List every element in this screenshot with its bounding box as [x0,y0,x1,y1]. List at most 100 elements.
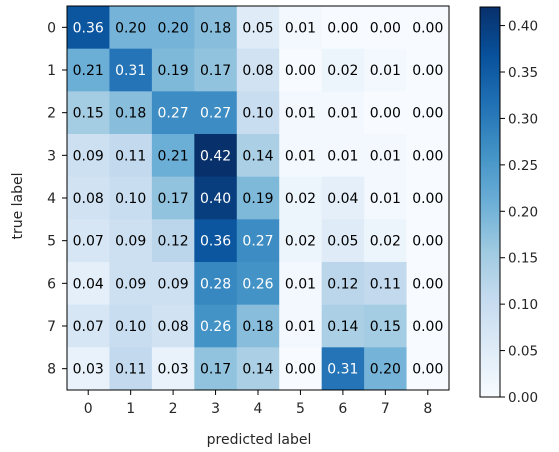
cell-value-label-r2-c6: 0.01 [327,106,358,122]
heatmap-cell-r5-c5 [279,219,323,263]
colorbar-tick-label-8: 0.40 [508,19,538,35]
cell-value-label-r0-c5: 0.01 [285,20,316,36]
heatmap-cell-r0-c4 [236,6,280,50]
heatmap-cell-r4-c2 [151,176,195,220]
cell-value-label-r5-c0: 0.07 [73,234,104,250]
heatmap-cell-r2-c1 [109,91,153,135]
cell-value-label-r3-c4: 0.14 [242,148,273,164]
cell-value-label-r1-c8: 0.00 [412,63,443,79]
x-tick-label-3: 3 [211,401,220,417]
cell-value-label-r3-c0: 0.09 [73,148,104,164]
cell-value-label-r6-c2: 0.09 [158,276,189,292]
heatmap-cell-r4-c5 [279,176,323,220]
x-tick-label-7: 7 [381,401,390,417]
x-tick-label-5: 5 [296,401,305,417]
x-tick-label-2: 2 [169,401,178,417]
colorbar-ticks: 0.00 0.05 0.10 0.15 0.20 0.25 0.30 0.35 0.40 [500,19,538,406]
x-axis-label: predicted label [207,432,312,448]
cell-value-label-r6-c5: 0.01 [285,276,316,292]
heatmap-cell-r3-c3 [194,134,238,178]
heatmap-cell-r1-c4 [236,48,280,92]
cell-value-label-r8-c7: 0.20 [370,362,401,378]
x-tick-label-1: 1 [126,401,135,417]
cell-value-label-r6-c0: 0.04 [73,276,104,292]
cell-value-label-r1-c7: 0.01 [370,63,401,79]
cell-value-label-r2-c7: 0.00 [370,106,401,122]
cell-value-label-r4-c8: 0.00 [412,191,443,207]
cell-value-label-r8-c3: 0.17 [200,362,231,378]
cell-value-label-r2-c5: 0.01 [285,106,316,122]
cell-value-label-r6-c7: 0.11 [370,276,401,292]
heatmap-cell-r6-c8 [406,262,450,306]
y-axis-ticks: 0 1 2 3 4 5 6 7 8 [47,20,67,378]
heatmap-cell-r2-c4 [236,91,280,135]
y-tick-label-8: 8 [47,362,56,378]
cell-value-label-r5-c6: 0.05 [327,234,358,250]
cell-value-label-r1-c4: 0.08 [242,63,273,79]
y-tick-label-3: 3 [47,148,56,164]
heatmap-cell-r7-c1 [109,304,153,348]
heatmap-cell-r6-c4 [236,262,280,306]
heatmap-cell-r8-c1 [109,347,153,391]
colorbar-tick-label-3: 0.15 [508,251,538,267]
heatmap-cell-r6-c3 [194,262,238,306]
heatmap-cell-r4-c0 [67,176,110,220]
cell-value-label-r8-c8: 0.00 [412,362,443,378]
colorbar-tick-label-5: 0.25 [508,158,538,174]
colorbar-tick-label-7: 0.35 [508,65,538,81]
heatmap-cell-r6-c0 [67,262,110,306]
cell-value-label-r4-c4: 0.19 [242,191,273,207]
heatmap-cell-r0-c3 [194,6,238,50]
colorbar-tick-label-2: 0.10 [508,297,538,313]
colorbar-tick-label-0: 0.00 [508,390,538,406]
cell-value-label-r2-c8: 0.00 [412,106,443,122]
heatmap-cell-r1-c1 [109,48,153,92]
y-tick-label-2: 2 [47,106,56,122]
cell-value-label-r6-c4: 0.26 [242,276,273,292]
cell-value-label-r6-c1: 0.09 [115,276,146,292]
heatmap-cell-r5-c1 [109,219,153,263]
cell-value-label-r3-c2: 0.21 [158,148,189,164]
heatmap-cell-r5-c3 [194,219,238,263]
heatmap-cell-r0-c5 [279,6,323,50]
cell-value-label-r8-c4: 0.14 [242,362,273,378]
colorbar-tick-label-1: 0.05 [508,344,538,360]
heatmap-cell-r1-c5 [279,48,323,92]
cell-value-label-r6-c3: 0.28 [200,276,231,292]
y-tick-label-5: 5 [47,234,56,250]
heatmap-cell-r4-c1 [109,176,153,220]
heatmap-cell-r7-c3 [194,304,238,348]
cell-value-label-r4-c1: 0.10 [115,191,146,207]
x-tick-label-8: 8 [423,401,432,417]
heatmap-cell-r5-c6 [321,219,365,263]
heatmap-cell-r0-c8 [406,6,450,50]
heatmap-cell-r4-c7 [364,176,408,220]
cell-value-label-r6-c6: 0.12 [327,276,358,292]
cell-value-label-r5-c4: 0.27 [242,234,273,250]
cell-value-label-r4-c6: 0.04 [327,191,358,207]
heatmap-cell-r3-c5 [279,134,323,178]
cell-value-label-r0-c8: 0.00 [412,20,443,36]
cell-value-label-r2-c4: 0.10 [242,106,273,122]
heatmap-cell-r3-c2 [151,134,195,178]
cell-value-label-r7-c6: 0.14 [327,319,358,335]
y-axis-label: true label [10,172,26,239]
cell-value-label-r3-c1: 0.11 [115,148,146,164]
heatmap-cell-r3-c8 [406,134,450,178]
heatmap-cell-r3-c1 [109,134,153,178]
cell-value-label-r3-c7: 0.01 [370,148,401,164]
cell-value-label-r3-c8: 0.00 [412,148,443,164]
heatmap-cell-r6-c6 [321,262,365,306]
colorbar-tick-label-6: 0.30 [508,111,538,127]
cell-value-label-r1-c5: 0.00 [285,63,316,79]
heatmap-cell-r1-c2 [151,48,195,92]
heatmap-cell-r5-c8 [406,219,450,263]
heatmap-cell-r0-c1 [109,6,153,50]
cell-value-label-r8-c5: 0.00 [285,362,316,378]
heatmap-cell-r7-c2 [151,304,195,348]
cell-value-label-r1-c3: 0.17 [200,63,231,79]
x-axis-ticks: 0 1 2 3 4 5 6 7 8 [84,390,432,417]
heatmap-cell-r7-c5 [279,304,323,348]
heatmap-cell-r4-c4 [236,176,280,220]
heatmap-cell-r6-c7 [364,262,408,306]
